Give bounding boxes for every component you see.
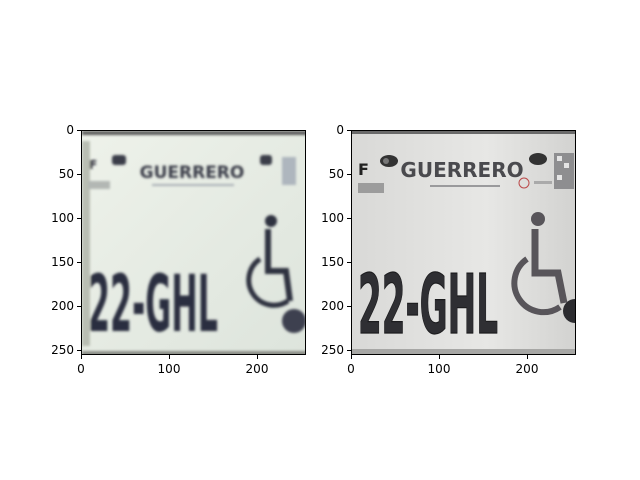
x-tick-label: 0 (347, 362, 355, 376)
y-tick-label: 100 (321, 211, 344, 225)
y-tick-label: 150 (321, 255, 344, 269)
plate-image-panel-left: F GUERRERO 22-GHL 0 50 100 150 200 250 0… (51, 123, 306, 376)
y-tick-label: 250 (51, 343, 74, 357)
x-tick-label: 0 (77, 362, 85, 376)
plate-number: 22-GHL (358, 258, 498, 353)
y-tick-label: 100 (51, 211, 74, 225)
y-tick-label: 0 (336, 123, 344, 137)
y-tick-label: 200 (51, 299, 74, 313)
plate-number: 22-GHL (88, 260, 218, 350)
x-tick-label: 200 (245, 362, 269, 376)
y-tick-label: 150 (51, 255, 74, 269)
plate-image-frame: F GUERRERO 22-GHL (81, 130, 306, 355)
y-tick-label: 250 (321, 343, 344, 357)
plate-state-name: GUERRERO (400, 158, 523, 182)
plate-image-blurry: F GUERRERO 22-GHL (82, 131, 305, 354)
x-tick-label: 100 (427, 362, 451, 376)
x-tick-label: 100 (157, 362, 181, 376)
plate-corner-letter: F (358, 160, 369, 179)
plate-image-frame: F GUERRERO 22-GHL (351, 130, 576, 355)
y-tick-label: 0 (66, 123, 74, 137)
y-tick-label: 200 (321, 299, 344, 313)
plate-image-sharp: F GUERRERO 22-GHL (352, 131, 575, 354)
plate-corner-letter: F (89, 158, 97, 172)
plate-image-panel-right: F GUERRERO 22-GHL 0 50 100 150 200 250 (321, 123, 576, 376)
plate-state-name: GUERRERO (140, 163, 245, 183)
y-tick-label: 50 (58, 167, 74, 181)
x-tick-label: 200 (515, 362, 539, 376)
y-tick-label: 50 (328, 167, 344, 181)
